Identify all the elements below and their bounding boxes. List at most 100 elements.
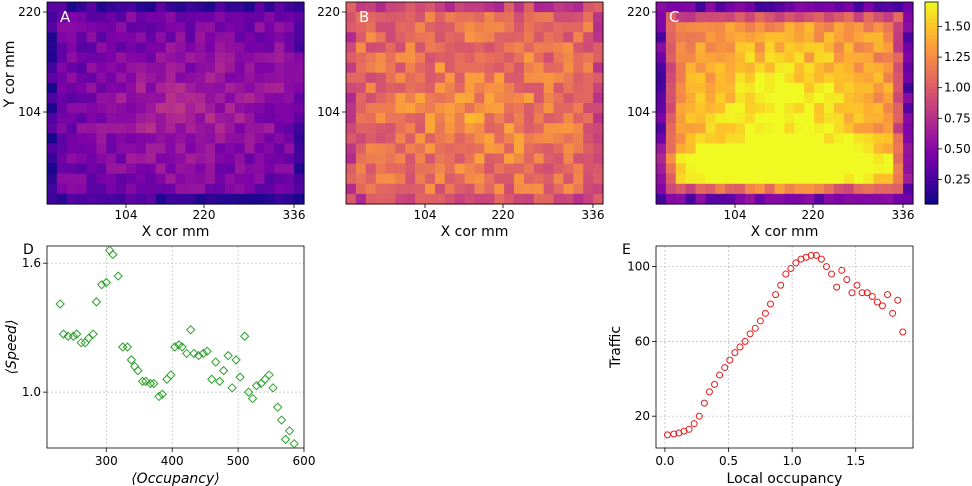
heatmap-cell: [593, 143, 604, 155]
heatmap-cell: [593, 153, 604, 165]
colorbar-swatch: [925, 5, 938, 10]
heatmap-cell: [883, 153, 894, 165]
heatmap-cell: [553, 62, 565, 74]
heatmap-cell: [155, 183, 167, 195]
heatmap-cell: [744, 153, 756, 165]
heatmap-cell: [705, 133, 716, 144]
heatmap-cell: [264, 183, 275, 195]
heatmap-cell: [794, 12, 805, 23]
heatmap-cell: [675, 72, 687, 84]
heatmap-cell: [504, 133, 515, 144]
heatmap-frame: [655, 1, 914, 205]
heatmap-cell: [903, 193, 914, 205]
heatmap-cell: [116, 2, 127, 13]
x-tick-label: 336: [892, 208, 915, 222]
heatmap-cell: [593, 12, 604, 23]
heatmap-cell: [494, 103, 505, 114]
heatmap-cell: [116, 82, 127, 94]
heatmap-cell: [385, 173, 397, 185]
heatmap-cell: [244, 62, 256, 74]
heatmap-cell: [883, 143, 894, 155]
heatmap-cell: [523, 32, 535, 43]
heatmap-cell: [656, 32, 667, 43]
heatmap-cell: [563, 92, 574, 104]
heatmap-cell: [185, 22, 196, 33]
heatmap-cell: [185, 62, 196, 74]
heatmap-cell: [175, 113, 186, 124]
heatmap-cell: [903, 82, 914, 94]
heatmap-cell: [656, 183, 667, 195]
heatmap-cell: [504, 183, 515, 195]
heatmap-cell: [695, 12, 707, 23]
heatmap-cell: [883, 123, 894, 134]
heatmap-cell: [284, 123, 295, 134]
heatmap-cell: [873, 173, 884, 185]
heatmap-cell: [705, 153, 716, 165]
heatmap-cell: [234, 153, 246, 165]
heatmap-cell: [395, 52, 406, 64]
heatmap-cell: [833, 143, 845, 155]
heatmap-cell: [573, 12, 584, 23]
heatmap-cell: [853, 12, 865, 23]
heatmap-cell: [205, 183, 216, 195]
heatmap-cell: [814, 173, 825, 185]
heatmap-cell: [833, 123, 845, 134]
heatmap-cell: [215, 42, 226, 54]
colorbar-swatch: [925, 153, 938, 158]
heatmap-cell: [254, 123, 266, 134]
colorbar-swatch: [925, 180, 938, 185]
heatmap-cell: [405, 163, 416, 175]
heatmap-cell: [116, 52, 127, 64]
heatmap-cell: [764, 32, 776, 43]
heatmap-cell: [155, 2, 167, 13]
heatmap-cell: [415, 52, 426, 64]
heatmap-cell: [56, 113, 68, 124]
heatmap-cell: [145, 103, 157, 114]
heatmap-cell: [563, 143, 574, 155]
heatmap-cell: [444, 103, 456, 114]
colorbar-swatch: [925, 86, 938, 91]
heatmap-cell: [165, 12, 177, 23]
heatmap-cell: [165, 113, 177, 124]
heatmap-cell: [145, 62, 157, 74]
heatmap-cell: [853, 52, 865, 64]
data-point: [853, 281, 861, 289]
heatmap-cell: [504, 32, 515, 43]
heatmap-cell: [365, 193, 377, 205]
heatmap-cell: [903, 52, 914, 64]
data-point: [83, 333, 94, 344]
data-point: [284, 426, 295, 436]
heatmap-cell: [754, 183, 766, 195]
heatmap-cell: [656, 143, 667, 155]
data-point: [68, 331, 79, 341]
heatmap-cell: [96, 193, 107, 205]
heatmap-cell: [76, 72, 88, 84]
heatmap-cell: [863, 133, 875, 144]
heatmap-cell: [135, 92, 147, 104]
heatmap-cell: [254, 163, 266, 175]
heatmap-cell: [464, 153, 476, 165]
heatmap-cell: [145, 52, 157, 64]
heatmap-cell: [794, 173, 805, 185]
heatmap-cell: [843, 163, 855, 175]
heatmap-cell: [563, 163, 574, 175]
heatmap-cell: [76, 82, 88, 94]
heatmap-cell: [764, 183, 776, 195]
heatmap-cell: [274, 103, 285, 114]
colorbar-swatch: [925, 96, 938, 101]
heatmap-cell: [47, 72, 58, 84]
heatmap-cell: [764, 2, 776, 13]
heatmap-cell: [274, 193, 285, 205]
heatmap-cell: [695, 113, 707, 124]
heatmap-cell: [56, 52, 68, 64]
heatmap-cell: [504, 143, 515, 155]
heatmap-cell: [484, 163, 495, 175]
heatmap-cell: [425, 32, 436, 43]
heatmap-cell: [514, 113, 525, 124]
heatmap-cell: [264, 103, 275, 114]
heatmap-cell: [494, 12, 505, 23]
heatmap-cell: [365, 52, 377, 64]
heatmap-cell: [274, 143, 285, 155]
heatmap-cell: [543, 82, 555, 94]
data-point: [251, 380, 262, 391]
